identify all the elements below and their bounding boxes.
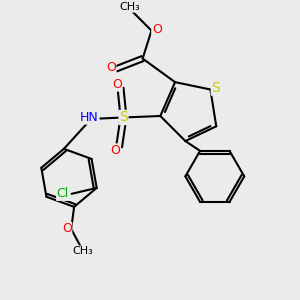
Text: O: O (62, 222, 72, 236)
Text: O: O (152, 22, 162, 36)
Text: O: O (112, 78, 122, 91)
Text: O: O (106, 61, 116, 74)
Text: CH₃: CH₃ (119, 2, 140, 12)
Text: Cl: Cl (57, 187, 69, 200)
Text: S: S (211, 81, 220, 95)
Text: HN: HN (80, 111, 99, 124)
Text: O: O (111, 144, 121, 157)
Text: CH₃: CH₃ (73, 246, 93, 256)
Text: S: S (119, 110, 128, 124)
